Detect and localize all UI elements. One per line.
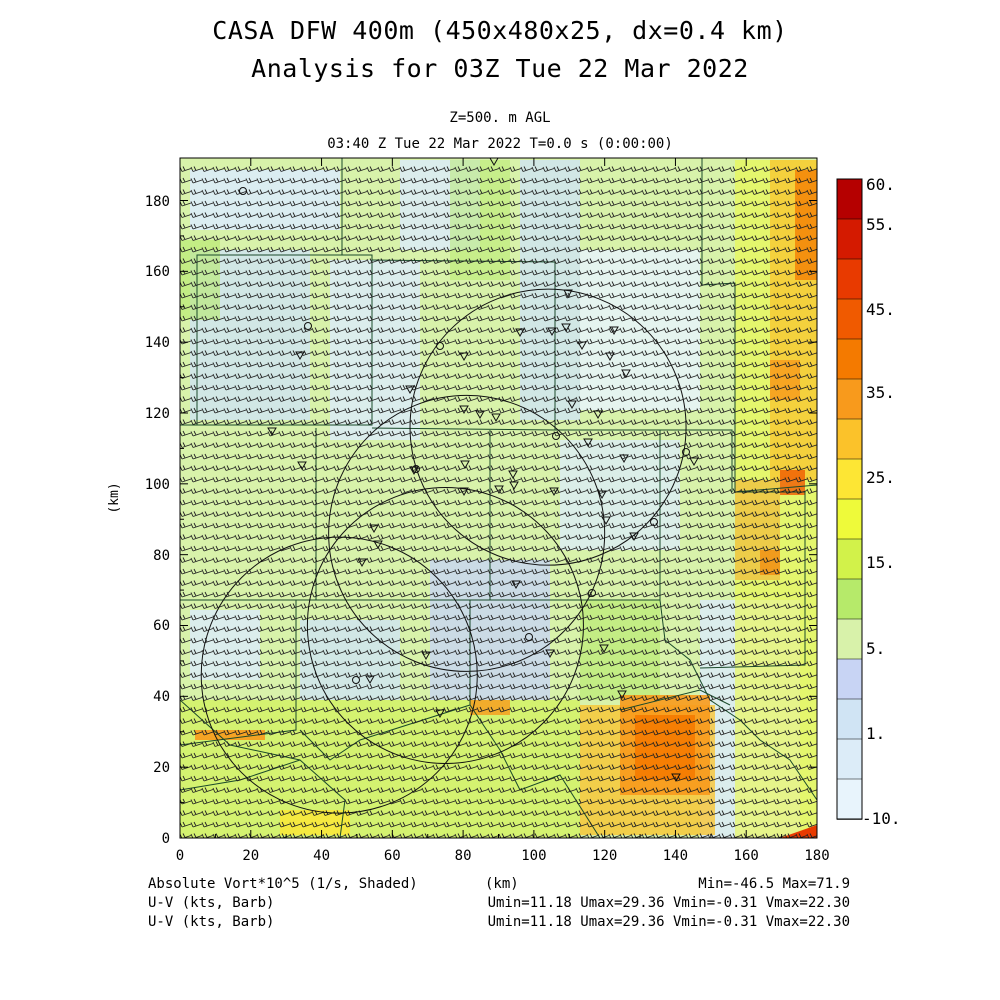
field-label: Absolute Vort*10^5 (1/s, Shaded) [148, 876, 418, 892]
station-markers [239, 157, 699, 783]
y-tick-label: 40 [153, 689, 170, 705]
colorbar-segment [836, 418, 863, 460]
axis-ticks [179, 158, 818, 839]
colorbar-segment [836, 458, 863, 500]
x-tick-label: 80 [455, 848, 472, 864]
x-tick-label: 100 [521, 848, 546, 864]
colorbar-segment [836, 738, 863, 780]
colorbar-segment [836, 218, 863, 260]
radar-ring [328, 394, 606, 672]
y-tick-label: 140 [145, 335, 170, 351]
colorbar-segment [836, 698, 863, 740]
county-boundaries [180, 158, 817, 838]
x-tick-label: 20 [242, 848, 259, 864]
colorbar-label: 5. [866, 639, 885, 658]
colorbar-segment [836, 298, 863, 340]
wind-barb-grid [180, 166, 817, 838]
y-tick-label: 160 [145, 264, 170, 280]
y-tick-label: 60 [153, 618, 170, 634]
colorbar-segment [836, 338, 863, 380]
y-tick-label: 0 [162, 831, 170, 847]
colorbar-segment [836, 178, 863, 220]
colorbar [836, 178, 863, 820]
vector-stats-2: Umin=11.18 Umax=29.36 Vmin=-0.31 Vmax=22… [487, 914, 850, 930]
level-label: Z=500. m AGL [449, 110, 551, 126]
colorbar-label: 25. [866, 468, 895, 487]
x-tick-label: 160 [734, 848, 759, 864]
y-tick-label: 20 [153, 760, 170, 776]
x-tick-label: 120 [592, 848, 617, 864]
y-tick-label: 120 [145, 406, 170, 422]
y-tick-label: 80 [153, 548, 170, 564]
colorbar-segment [836, 378, 863, 420]
x-tick-label: 180 [804, 848, 829, 864]
x-tick-label: 0 [176, 848, 184, 864]
y-axis-label: (km) [107, 482, 122, 513]
y-tick-label: 100 [145, 477, 170, 493]
time-label: 03:40 Z Tue 22 Mar 2022 T=0.0 s (0:00:00… [327, 136, 673, 152]
colorbar-label: 60. [866, 175, 895, 194]
x-tick-label: 40 [313, 848, 330, 864]
colorbar-frame [836, 178, 863, 820]
vector-label-2: U-V (kts, Barb) [148, 914, 275, 930]
vector-label-1: U-V (kts, Barb) [148, 895, 275, 911]
colorbar-label: 55. [866, 215, 895, 234]
colorbar-segment [836, 658, 863, 700]
x-tick-label: 140 [663, 848, 688, 864]
colorbar-label: 1. [866, 724, 885, 743]
colorbar-segment [836, 778, 863, 820]
colorbar-segment [836, 618, 863, 660]
colorbar-segment [836, 498, 863, 540]
colorbar-label: 15. [866, 553, 895, 572]
radar-ring [409, 288, 687, 566]
x-unit-label: (km) [485, 876, 519, 892]
colorbar-segment [836, 538, 863, 580]
colorbar-label: 35. [866, 383, 895, 402]
wind-barbs [180, 166, 817, 838]
min-max-label: Min=-46.5 Max=71.9 [698, 876, 850, 892]
title-line-2: Analysis for 03Z Tue 22 Mar 2022 [251, 54, 749, 83]
x-tick-label: 60 [384, 848, 401, 864]
radar-coverage-rings [200, 288, 687, 814]
vector-stats-1: Umin=11.18 Umax=29.36 Vmin=-0.31 Vmax=22… [487, 895, 850, 911]
colorbar-segment [836, 578, 863, 620]
colorbar-label: 45. [866, 300, 895, 319]
colorbar-segment [836, 258, 863, 300]
title-line-1: CASA DFW 400m (450x480x25, dx=0.4 km) [212, 16, 788, 45]
radar-ring [306, 486, 584, 765]
y-tick-label: 180 [145, 194, 170, 210]
colorbar-label: -10. [862, 809, 901, 828]
